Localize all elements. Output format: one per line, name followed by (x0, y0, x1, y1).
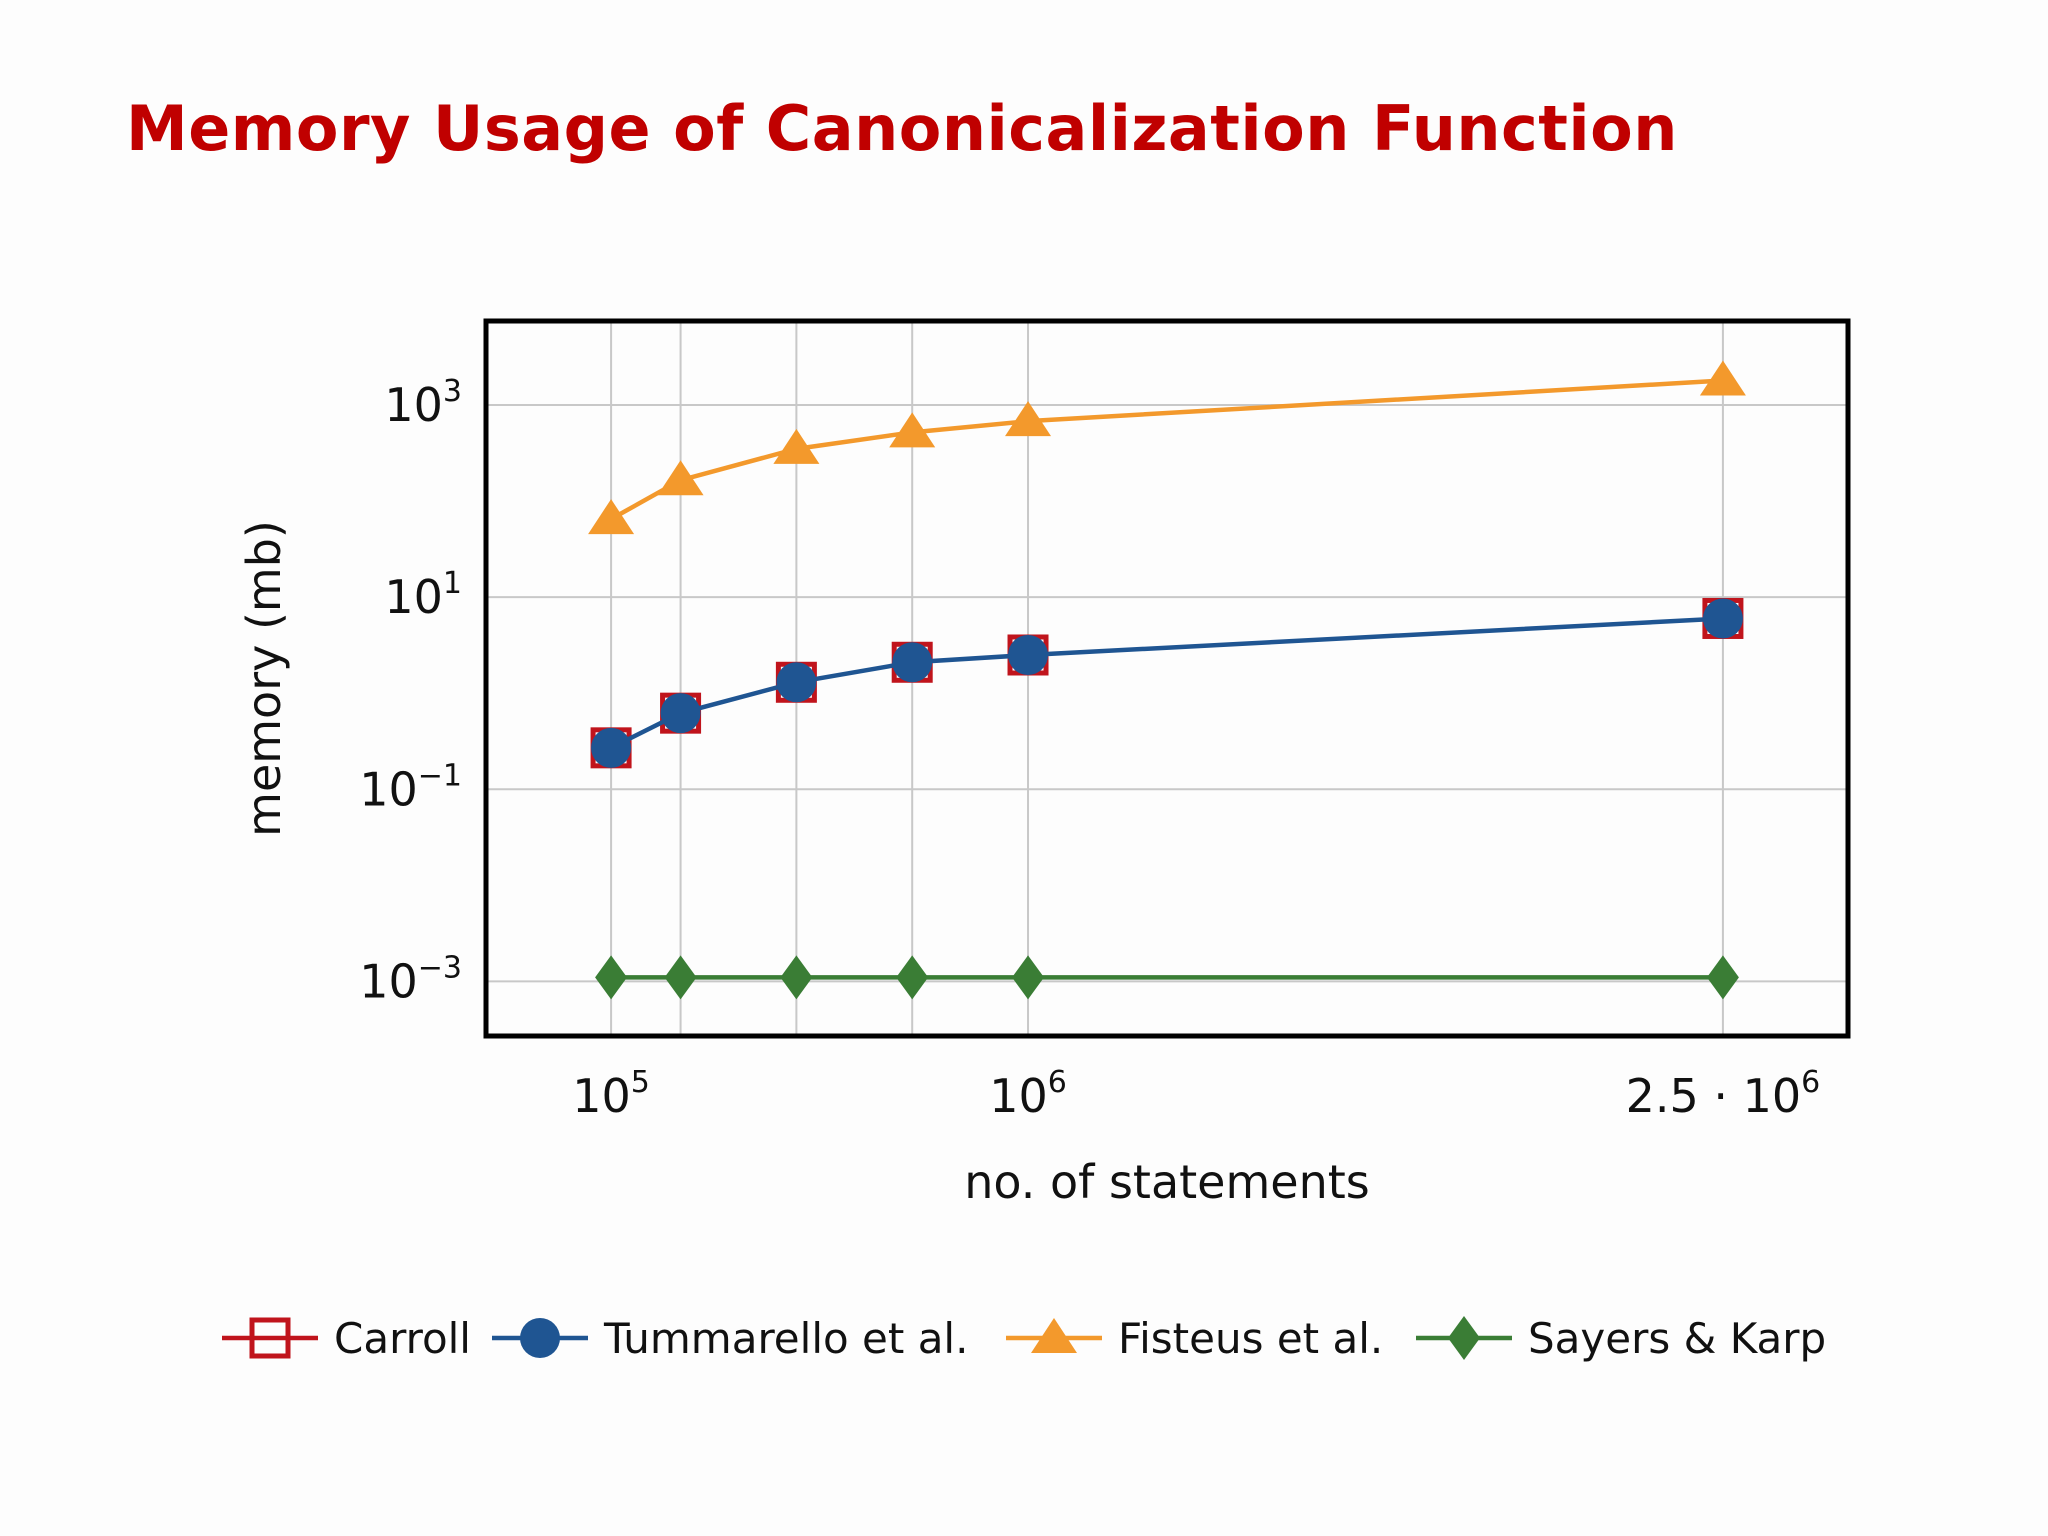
y-tick-label-2-base: 10 (384, 570, 443, 624)
series-1-point-1 (660, 693, 701, 734)
legend-entry-2: Fisteus et al. (1006, 1314, 1383, 1363)
x-tick-label-2-base: 2.5 · 10 (1626, 1069, 1802, 1123)
y-tick-label-3-base: 10 (384, 378, 443, 432)
plot-frame (483, 318, 1851, 1039)
legend-marker-2 (1031, 1318, 1077, 1353)
legend-marker-1 (520, 1318, 560, 1358)
y-axis-label: memory (mb) (237, 520, 291, 837)
series-3-point-0 (595, 955, 628, 1000)
series-2-point-0 (588, 499, 635, 535)
y-tick-label-0: 10−3 (359, 950, 462, 1008)
legend-entry-0: Carroll (222, 1314, 471, 1363)
series-line-2 (609, 378, 1724, 522)
series-3-point-3 (896, 955, 929, 1000)
x-tick-label-0: 105 (572, 1065, 650, 1123)
x-tick-label-2-exponent: 6 (1801, 1065, 1820, 1100)
y-tick-label-1-exponent: −1 (418, 758, 462, 793)
series-3-point-4 (1012, 955, 1045, 1000)
legend-marker-0 (249, 1317, 291, 1359)
y-tick-label-2-exponent: 1 (443, 566, 462, 601)
x-tick-label-1-exponent: 6 (1048, 1065, 1067, 1100)
legend-label-1: Tummarello et al. (603, 1314, 968, 1363)
legend: Carroll Tummarello et al. Fisteus et al. Sa… (222, 1314, 1826, 1363)
y-tick-label-3: 103 (384, 374, 462, 432)
y-tick-label-0-base: 10 (359, 954, 418, 1008)
series-1-point-3 (892, 642, 933, 683)
series-3 (595, 955, 1739, 1000)
legend-label-0: Carroll (334, 1314, 471, 1363)
x-tick-label-0-exponent: 5 (631, 1065, 650, 1100)
legend-entry-1: Tummarello et al. (492, 1314, 968, 1363)
x-tick-label-1: 106 (989, 1065, 1067, 1123)
series-1-point-4 (1008, 634, 1049, 675)
series-1-point-0 (591, 727, 632, 768)
x-tick-label-1-base: 10 (989, 1069, 1048, 1123)
legend-label-3: Sayers & Karp (1528, 1314, 1826, 1363)
series-1-point-2 (776, 662, 817, 703)
series-layer (588, 360, 1746, 1000)
series-2-point-4 (1005, 401, 1052, 437)
y-tick-label-0-exponent: −3 (418, 950, 462, 985)
y-tick-label-1: 10−1 (359, 758, 462, 816)
grid-lines (486, 321, 1848, 1036)
series-1 (591, 598, 1743, 768)
series-3-point-5 (1706, 955, 1739, 1000)
series-2-point-5 (1699, 360, 1746, 396)
series-2-point-1 (657, 460, 704, 496)
x-tick-label-2: 2.5 · 106 (1626, 1065, 1821, 1123)
y-tick-label-2: 101 (384, 566, 462, 624)
series-3-point-1 (664, 955, 697, 1000)
series-2-point-2 (773, 428, 820, 464)
y-tick-label-1-base: 10 (359, 762, 418, 816)
legend-label-2: Fisteus et al. (1118, 1314, 1383, 1363)
series-2 (588, 360, 1746, 535)
series-2-point-3 (889, 412, 936, 448)
legend-entry-3: Sayers & Karp (1416, 1314, 1826, 1363)
series-3-point-2 (780, 955, 813, 1000)
y-tick-label-3-exponent: 3 (443, 374, 462, 409)
series-1-point-5 (1702, 598, 1743, 639)
x-tick-label-0-base: 10 (572, 1069, 631, 1123)
slide-title: Memory Usage of Canonicalization Functio… (126, 92, 1678, 165)
legend-marker-3 (1448, 1316, 1480, 1360)
x-axis-label: no. of statements (964, 1155, 1370, 1209)
